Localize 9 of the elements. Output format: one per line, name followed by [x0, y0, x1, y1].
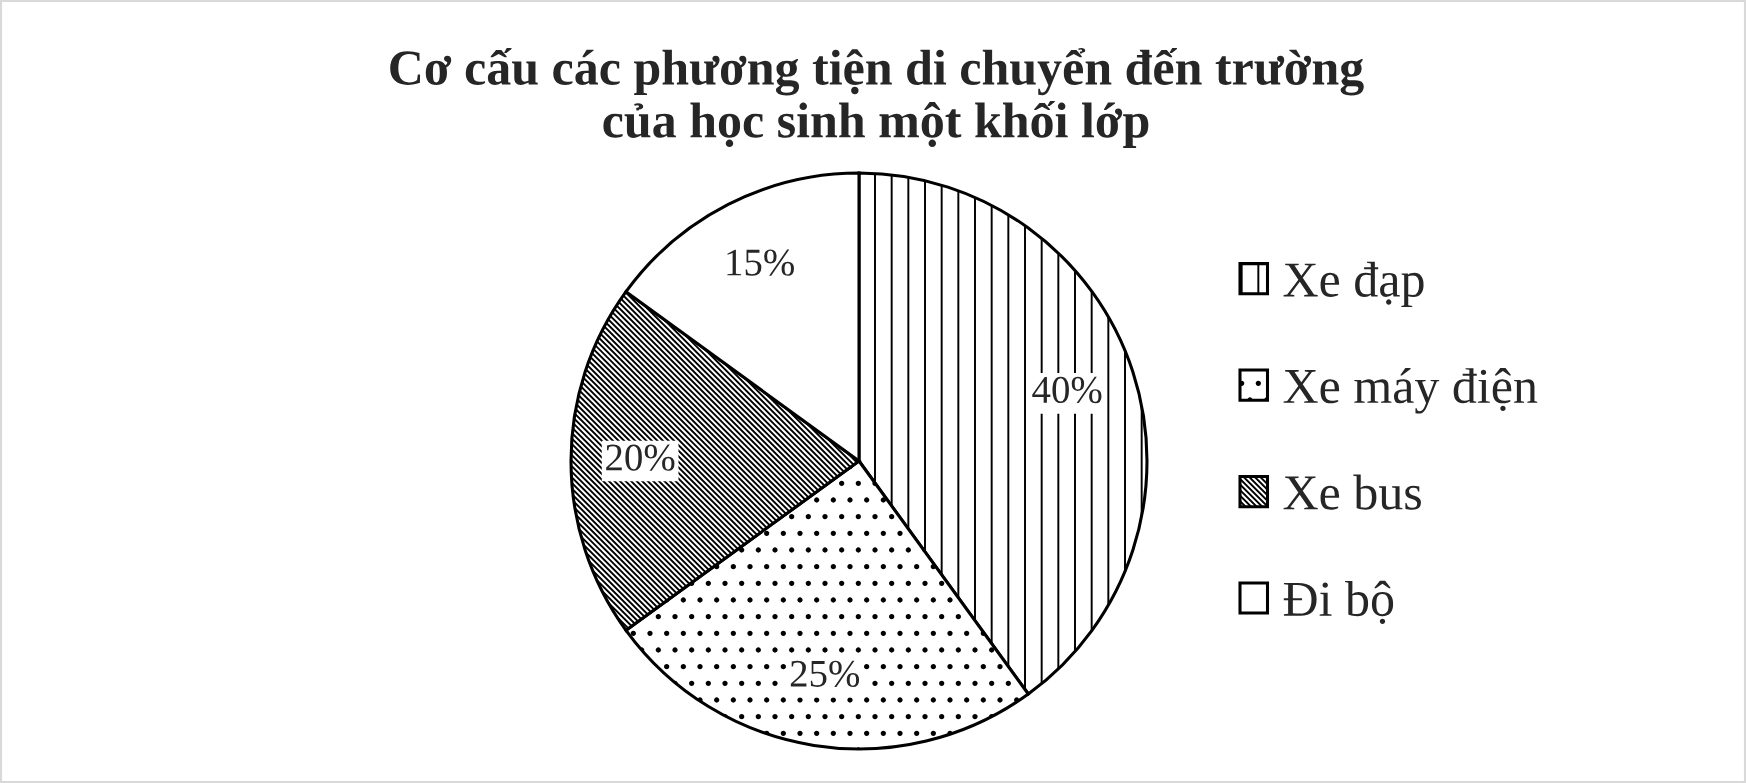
chart-title: Cơ cấu các phương tiện di chuyển đến trường của học sinh một khối lớp — [390, 48, 1364, 148]
legend-label: Xe máy điện — [1283, 368, 1538, 414]
data-label: 20% — [606, 444, 675, 471]
legend-label: Đi bộ — [1283, 580, 1394, 624]
legend-label: Xe đạp — [1283, 261, 1424, 308]
data-label: 25% — [790, 660, 860, 688]
data-label: 40% — [1032, 376, 1102, 404]
data-label: 15% — [727, 249, 794, 276]
legend-label: Xe bus — [1283, 474, 1421, 510]
